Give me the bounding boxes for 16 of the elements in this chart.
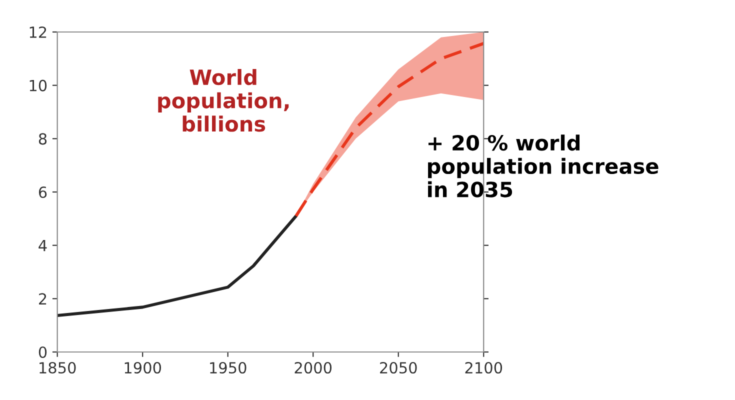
- y-tick-label: 4: [38, 240, 47, 252]
- x-tick-label: 2050: [380, 362, 417, 374]
- x-tick-label: 1850: [40, 362, 76, 374]
- line-series: [57, 214, 298, 317]
- y-tick-label: 0: [38, 346, 47, 358]
- y-tick-label: 2: [39, 293, 46, 304]
- x-tick-label: 1900: [124, 362, 162, 374]
- annotation: + 20 % world population increase in 2035: [428, 134, 658, 198]
- x-tick-label: 2000: [294, 362, 332, 374]
- y-tick-label: 10: [30, 80, 47, 92]
- annotation: World population, billions: [158, 68, 289, 132]
- y-tick-label: 6: [38, 186, 47, 198]
- y-tick-label: 8: [38, 133, 47, 145]
- x-tick-label: 1950: [210, 362, 246, 374]
- x-tick-label: 2100: [465, 362, 502, 374]
- y-tick-label: 12: [30, 26, 46, 38]
